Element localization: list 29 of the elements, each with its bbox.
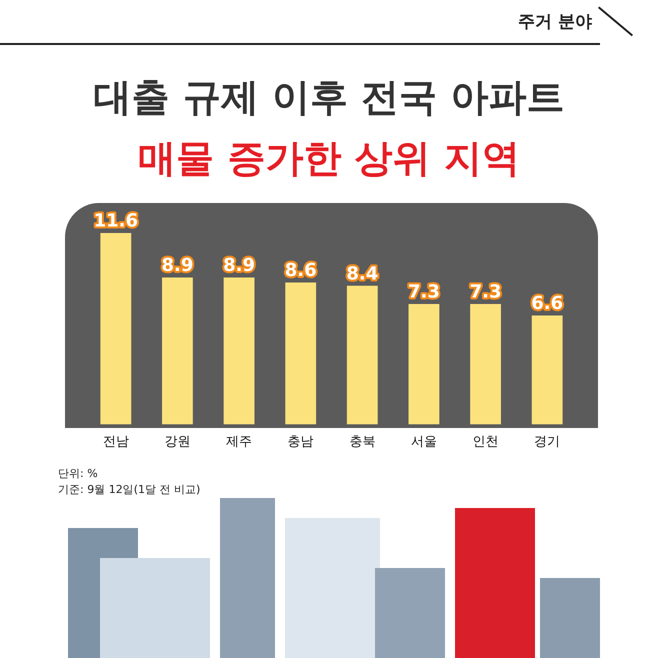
data-label: 8.4 — [346, 263, 378, 284]
data-label: 8.6 — [284, 260, 317, 282]
text: 단위: % — [58, 466, 98, 481]
bar — [285, 282, 316, 424]
x-tick-label: 서울 — [410, 434, 437, 450]
text: 주거 분야 — [518, 11, 592, 33]
bar — [162, 278, 193, 424]
chart-subtitle: 매물 증가한 상위 지역 — [137, 135, 521, 182]
x-tick-label: 인천 — [472, 434, 499, 450]
x-tick-label: 강원 — [164, 434, 190, 450]
x-tick-label: 충북 — [349, 434, 376, 450]
data-label: 8.9 — [161, 255, 194, 276]
x-tick-label: 제주 — [226, 434, 252, 450]
bar — [532, 316, 563, 424]
bar — [224, 278, 254, 424]
data-label: 7.3 — [470, 282, 502, 303]
bar — [470, 304, 501, 424]
data-label: 11.6 — [94, 210, 138, 232]
x-tick-label: 충남 — [288, 434, 314, 450]
bar — [100, 233, 132, 424]
data-label: 8.9 — [223, 255, 256, 276]
x-tick-label: 경기 — [534, 434, 560, 450]
bar — [408, 304, 440, 424]
x-tick-label: 전남 — [102, 434, 129, 450]
data-label: 7.3 — [408, 282, 440, 303]
text: 기준: 9월 12일(1달 전 비교) — [58, 482, 200, 497]
chart-title: 대출 규제 이후 전국 아파트 — [92, 74, 566, 121]
data-label: 6.6 — [531, 293, 564, 314]
bar — [346, 286, 378, 424]
